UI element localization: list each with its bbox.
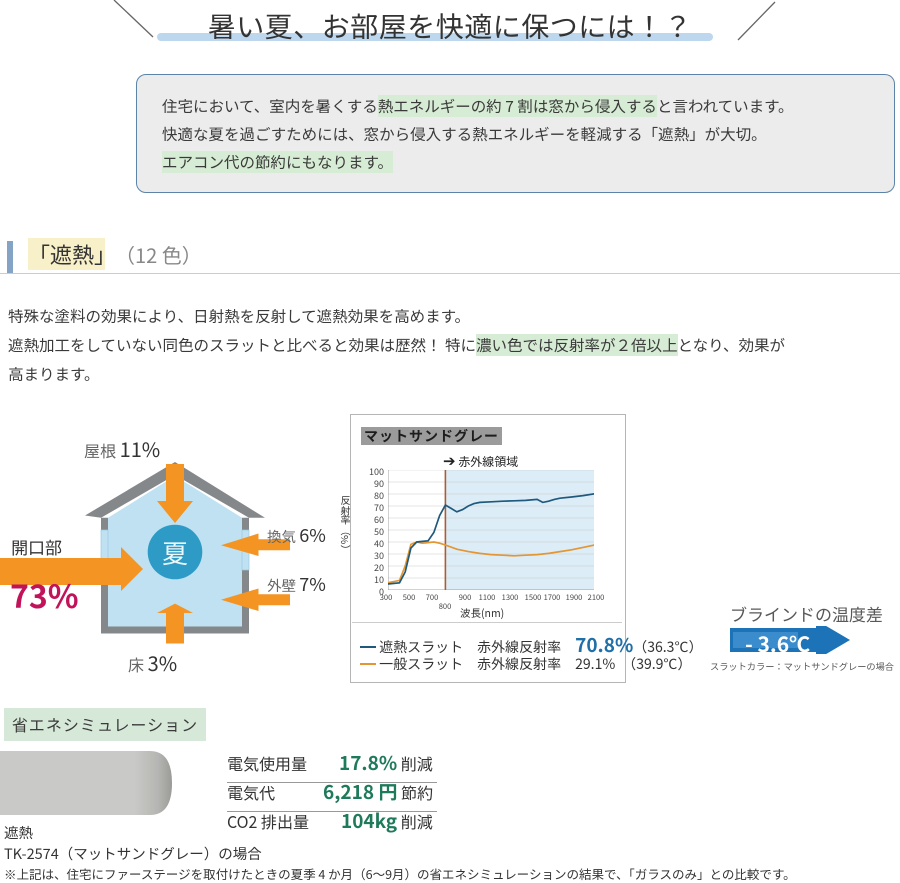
svg-text:夏: 夏	[162, 534, 188, 571]
